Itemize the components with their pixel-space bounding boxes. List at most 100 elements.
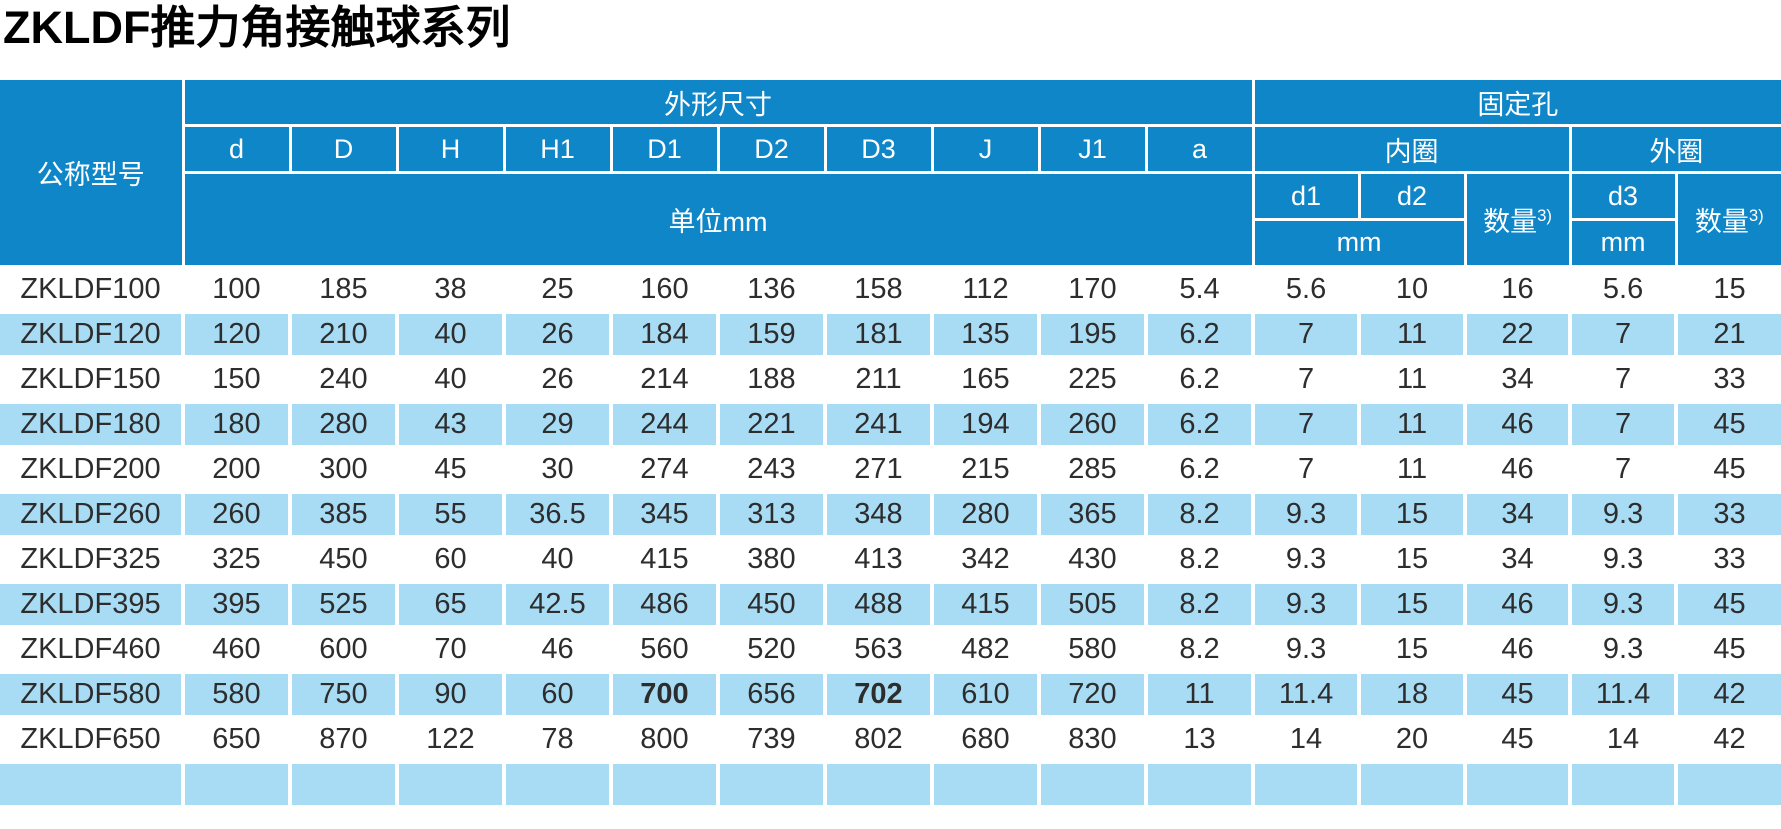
- value-cell: 280: [288, 399, 399, 449]
- value-cell: 241: [823, 399, 934, 449]
- value-cell: 6.2: [1143, 309, 1256, 359]
- col-header-D: D: [288, 124, 399, 174]
- value-cell: 158: [823, 264, 934, 314]
- value-cell: 505: [1037, 579, 1148, 629]
- value-cell: 45: [1674, 444, 1781, 494]
- table-row: [0, 759, 1781, 809]
- value-cell: 45: [1674, 579, 1781, 629]
- value-cell: 313: [716, 489, 827, 539]
- col-header-J1: J1: [1037, 124, 1148, 174]
- col-header-d1: d1: [1251, 171, 1361, 221]
- model-cell: ZKLDF460: [0, 624, 185, 674]
- table-row: ZKLDF150 150 240 40 26 214 188 211 165 225 6.2 7 11 3…: [0, 354, 1781, 404]
- model-cell: ZKLDF180: [0, 399, 185, 449]
- value-cell: 7: [1251, 444, 1362, 494]
- value-cell: 285: [1037, 444, 1148, 494]
- value-cell: 40: [395, 354, 506, 404]
- value-cell: 8.2: [1143, 624, 1256, 674]
- value-cell: [1143, 759, 1256, 809]
- value-cell: 430: [1037, 534, 1148, 584]
- value-cell: [502, 759, 613, 809]
- value-cell: 60: [395, 534, 506, 584]
- value-cell: [1568, 759, 1679, 809]
- col-group-outer-ring: 外圈: [1568, 124, 1781, 174]
- value-cell: 15: [1357, 534, 1468, 584]
- value-cell: 488: [823, 579, 934, 629]
- value-cell: 159: [716, 309, 827, 359]
- table-row: ZKLDF650 650 870 122 78 800 739 802 680 830 13 14 20…: [0, 714, 1781, 764]
- value-cell: 40: [395, 309, 506, 359]
- value-cell: 415: [930, 579, 1041, 629]
- value-cell: 460: [181, 624, 292, 674]
- mm-inner-cell: mm: [1253, 218, 1467, 268]
- value-cell: 7: [1251, 309, 1362, 359]
- value-cell: 26: [502, 354, 613, 404]
- value-cell: 11: [1357, 309, 1468, 359]
- page-title: ZKLDF推力角接触球系列: [3, 2, 511, 53]
- value-cell: 120: [181, 309, 292, 359]
- value-cell: 6.2: [1143, 399, 1256, 449]
- value-cell: 136: [716, 264, 827, 314]
- value-cell: [288, 759, 399, 809]
- value-cell: [1251, 759, 1362, 809]
- value-cell: 739: [716, 714, 827, 764]
- value-cell: 46: [1463, 444, 1573, 494]
- col-group-fixing-holes: 固定孔: [1251, 77, 1781, 127]
- value-cell: 450: [288, 534, 399, 584]
- value-cell: 702: [823, 669, 934, 719]
- col-header-J: J: [930, 124, 1041, 174]
- value-cell: 112: [930, 264, 1041, 314]
- value-cell: 185: [288, 264, 399, 314]
- value-cell: 46: [1463, 624, 1573, 674]
- value-cell: 9.3: [1568, 489, 1679, 539]
- model-cell: ZKLDF150: [0, 354, 185, 404]
- value-cell: 78: [502, 714, 613, 764]
- header-row-units: mm mm: [0, 218, 1781, 268]
- value-cell: 211: [823, 354, 934, 404]
- value-cell: 60: [502, 669, 613, 719]
- value-cell: 563: [823, 624, 934, 674]
- table-row: ZKLDF460 460 600 70 46 560 520 563 482 580 8.2 9.3 1…: [0, 624, 1781, 674]
- value-cell: [930, 759, 1041, 809]
- value-cell: 750: [288, 669, 399, 719]
- value-cell: 450: [716, 579, 827, 629]
- value-cell: 580: [181, 669, 292, 719]
- value-cell: 215: [930, 444, 1041, 494]
- value-cell: 33: [1674, 354, 1781, 404]
- value-cell: 33: [1674, 489, 1781, 539]
- value-cell: 280: [930, 489, 1041, 539]
- value-cell: 9.3: [1251, 579, 1362, 629]
- value-cell: 6.2: [1143, 444, 1256, 494]
- value-cell: 800: [609, 714, 720, 764]
- value-cell: 10: [1357, 264, 1468, 314]
- value-cell: 8.2: [1143, 579, 1256, 629]
- value-cell: 802: [823, 714, 934, 764]
- table-row: ZKLDF120 120 210 40 26 184 159 181 135 195 6.2 7 11 2…: [0, 309, 1781, 359]
- value-cell: 486: [609, 579, 720, 629]
- value-cell: 29: [502, 399, 613, 449]
- model-cell: ZKLDF395: [0, 579, 185, 629]
- value-cell: 9.3: [1568, 534, 1679, 584]
- table-body: ZKLDF100 100 185 38 25 160 136 158 112 170 5.4 5.6 1…: [0, 264, 1781, 809]
- header-row-hole-labels: 单位mm d1 d2 数量3) d3 数量3): [0, 171, 1781, 268]
- model-cell: ZKLDF580: [0, 669, 185, 719]
- value-cell: 7: [1568, 399, 1679, 449]
- value-cell: 18: [1357, 669, 1468, 719]
- value-cell: [1357, 759, 1468, 809]
- value-cell: 45: [1674, 399, 1781, 449]
- value-cell: 160: [609, 264, 720, 314]
- value-cell: 610: [930, 669, 1041, 719]
- value-cell: 135: [930, 309, 1041, 359]
- col-group-inner-ring: 内圈: [1251, 124, 1572, 174]
- value-cell: 34: [1463, 489, 1573, 539]
- value-cell: 7: [1568, 309, 1679, 359]
- col-header-H1: H1: [502, 124, 613, 174]
- value-cell: 45: [1463, 669, 1573, 719]
- value-cell: 70: [395, 624, 506, 674]
- value-cell: [716, 759, 827, 809]
- value-cell: 150: [181, 354, 292, 404]
- value-cell: 271: [823, 444, 934, 494]
- value-cell: 520: [716, 624, 827, 674]
- value-cell: 90: [395, 669, 506, 719]
- header-row-dim-labels: d D H H1 D1 D2 D3 J J1 a 内圈 外圈: [0, 124, 1781, 174]
